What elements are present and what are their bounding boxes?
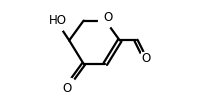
Text: HO: HO	[49, 14, 67, 27]
Text: O: O	[63, 82, 72, 95]
Text: O: O	[141, 52, 150, 65]
Text: O: O	[103, 11, 113, 24]
